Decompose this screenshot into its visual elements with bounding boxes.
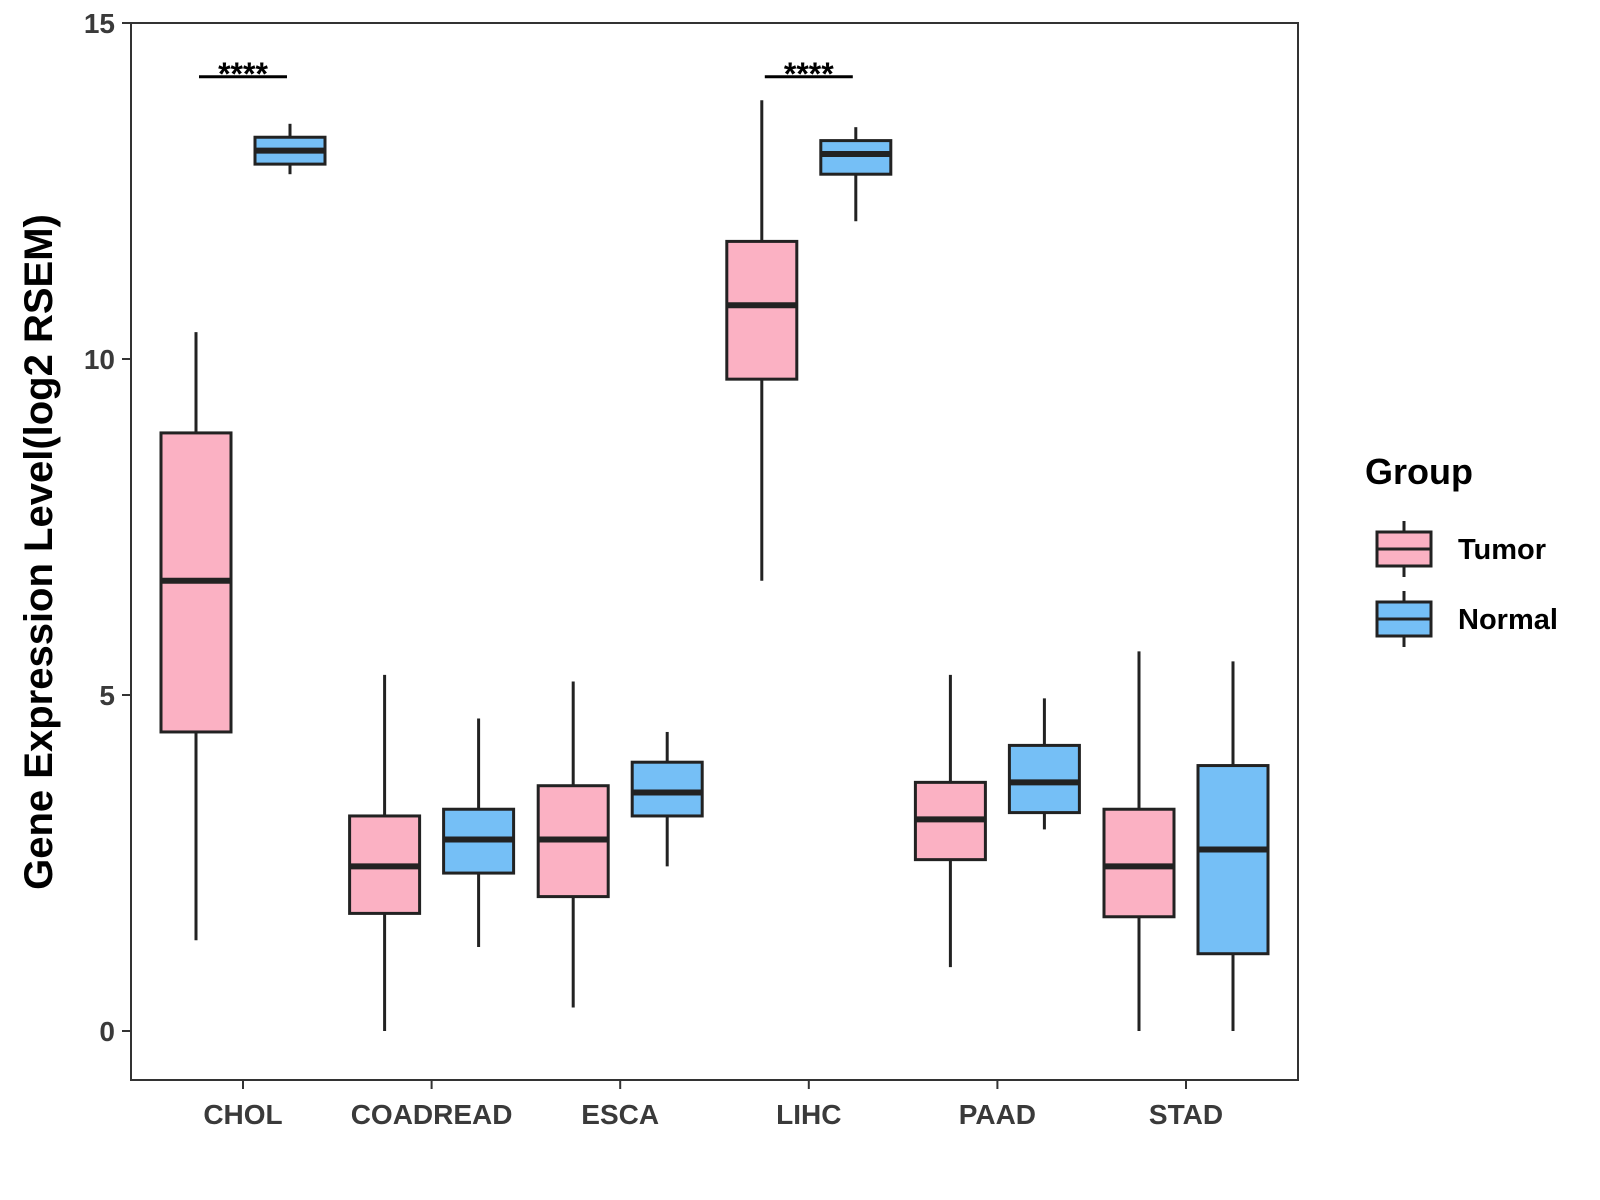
box-normal-coadread <box>442 718 516 947</box>
x-tick-label: CHOL <box>203 1099 282 1130</box>
legend-label: Tumor <box>1458 534 1546 566</box>
x-tick-label: ESCA <box>581 1099 659 1130</box>
significance-label: **** <box>784 56 834 92</box>
x-tick-label: COADREAD <box>351 1099 513 1130</box>
box-normal-paad <box>1007 698 1081 830</box>
x-tick-label: STAD <box>1149 1099 1223 1130</box>
y-tick-label: 15 <box>84 8 115 39</box>
box-normal-esca <box>630 731 704 867</box>
legend-item-normal: Normal <box>1375 591 1558 647</box>
y-tick-label: 5 <box>99 680 115 711</box>
box-tumor-coadread <box>348 674 422 1031</box>
axis-layer: 0 5 10 15 CHOL COADREAD ESCA LIHC PAAD STAD <box>84 8 1223 1130</box>
box-normal-lihc <box>819 127 893 222</box>
box-body <box>819 139 893 176</box>
y-tick-label: 0 <box>99 1016 115 1047</box>
legend-item-tumor: Tumor <box>1375 521 1546 577</box>
box-body <box>630 760 704 818</box>
boxes-layer <box>159 100 1270 1031</box>
box-body <box>1007 743 1081 815</box>
box-body <box>725 239 799 381</box>
box-tumor-paad <box>913 674 987 968</box>
y-tick-label: 10 <box>84 344 115 375</box>
legend-label: Normal <box>1458 604 1558 636</box>
box-normal-stad <box>1196 661 1270 1031</box>
box-tumor-esca <box>536 681 610 1008</box>
box-body <box>1102 807 1176 919</box>
legend: Group Tumor Normal <box>1365 451 1558 647</box>
box-normal-chol <box>253 123 327 175</box>
annotation-layer: **** **** <box>199 56 853 92</box>
box-tumor-lihc <box>725 100 799 581</box>
significance-label: **** <box>218 56 268 92</box>
x-tick-label: LIHC <box>776 1099 841 1130</box>
box-tumor-stad <box>1102 651 1176 1031</box>
y-axis-title: Gene Expression Level(log2 RSEM) <box>17 214 61 890</box>
x-tick-label: PAAD <box>959 1099 1036 1130</box>
box-tumor-chol <box>159 332 233 941</box>
legend-title: Group <box>1365 451 1473 492</box>
plot-panel <box>130 22 1299 1081</box>
box-body <box>1196 764 1270 956</box>
legend-items: Tumor Normal <box>1375 521 1558 647</box>
